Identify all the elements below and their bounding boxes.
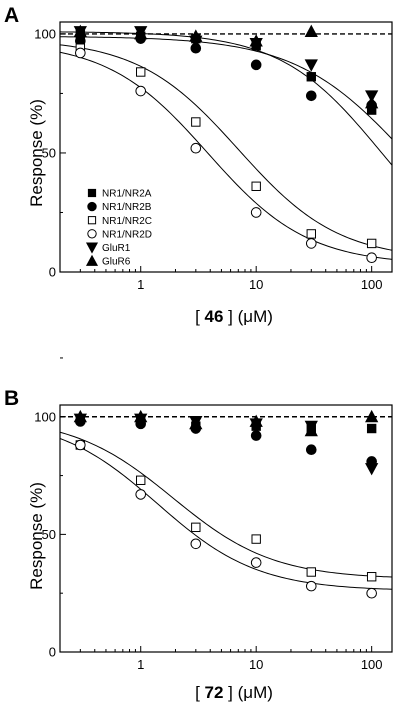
data-point-nr1-nr2a	[306, 72, 316, 82]
x-tick-label: 100	[361, 657, 383, 672]
data-point-nr1-nr2c	[366, 238, 377, 249]
panel-b-plot: 0 50 100 1 10 100	[34, 357, 393, 672]
data-point-nr1-nr2d	[135, 85, 147, 97]
panel-a: A Response (%) [ 46 ] (μM) 0 50 100 1 10 100 N…	[4, 4, 393, 326]
data-point-nr1-nr2b	[305, 90, 317, 102]
data-point-nr1-nr2d	[250, 207, 262, 218]
data-point-nr1-nr2d	[135, 489, 147, 500]
legend-marker	[87, 201, 97, 212]
legend-marker	[85, 242, 99, 254]
legend-marker	[87, 216, 97, 225]
data-point-glur6	[304, 24, 318, 37]
x-title-compound: 46	[205, 307, 224, 326]
data-point-nr1-nr2d	[190, 142, 202, 154]
data-point-glur6	[134, 27, 148, 40]
panel-b-label: B	[4, 387, 19, 410]
legend-label: NR1/NR2C	[102, 216, 152, 227]
legend-label: NR1/NR2A	[102, 189, 152, 200]
data-point-glur6	[73, 24, 87, 37]
x-title-unit-open: ] (	[223, 307, 243, 326]
data-point-nr1-nr2c	[306, 567, 316, 577]
data-point-glur6	[249, 414, 263, 427]
fit-curve	[59, 51, 393, 260]
data-point-nr1-nr2c	[136, 475, 146, 485]
legend-label: NR1/NR2B	[102, 202, 152, 213]
legend-marker	[87, 229, 97, 239]
data-point-nr1-nr2d	[305, 238, 317, 249]
panel-b: B Response (%) [ 72 ] (μM) 0 50 100 1 10 100	[4, 357, 393, 702]
x-title-unit-open: ] (	[223, 683, 243, 702]
data-point-glur6	[304, 424, 318, 437]
data-point-nr1-nr2b	[250, 430, 262, 441]
y-tick-label: 50	[42, 527, 56, 542]
data-point-nr1-nr2c	[366, 572, 377, 582]
data-point-glur6	[73, 409, 87, 423]
fit-curve	[59, 44, 393, 251]
data-point-glur6	[134, 409, 148, 423]
x-title-compound: 72	[205, 683, 224, 702]
data-point-nr1-nr2b	[305, 444, 317, 455]
data-point-nr1-nr2c	[136, 67, 146, 77]
x-title-unit-close: M)	[253, 307, 273, 326]
panel-b-x-axis-title: [ 72 ] (μM)	[195, 683, 273, 702]
legend-label: GluR1	[102, 243, 131, 254]
data-point-nr1-nr2c	[191, 522, 201, 533]
legend-label: GluR6	[102, 257, 131, 268]
panel-a-y-axis-title: Response (%)	[27, 99, 46, 207]
data-point-nr1-nr2a	[366, 423, 377, 434]
data-point-nr1-nr2d	[305, 580, 317, 592]
plot-frame	[59, 404, 393, 653]
panel-b-y-axis-title: Response (%)	[27, 482, 46, 590]
x-title-open: [	[195, 683, 204, 702]
fit-curve	[59, 31, 393, 166]
data-point-nr1-nr2d	[190, 538, 202, 550]
x-title-unit-close: M)	[253, 683, 273, 702]
panel-a-plot: 0 50 100 1 10 100 NR1/NR2A NR1/NR2B NR1/NR2C NR1/…	[34, 21, 393, 292]
data-point-nr1-nr2d	[75, 47, 86, 59]
y-tick-label: 0	[49, 645, 56, 660]
x-tick-label: 1	[137, 277, 144, 292]
data-point-nr1-nr2d	[75, 439, 86, 451]
y-tick-label: 50	[42, 145, 56, 160]
data-point-nr1-nr2c	[251, 181, 261, 191]
data-point-nr1-nr2b	[250, 59, 262, 71]
panel-a-label: A	[4, 4, 19, 27]
x-title-micro: μ	[243, 683, 253, 702]
fit-curve	[59, 36, 393, 140]
data-point-nr1-nr2c	[191, 117, 201, 127]
x-title-open: [	[195, 307, 204, 326]
fit-curve	[59, 431, 393, 578]
data-point-glur1	[365, 463, 379, 476]
panel-a-x-axis-title: [ 46 ] (μM)	[195, 307, 273, 326]
x-tick-label: 100	[361, 277, 383, 292]
data-point-glur6	[249, 34, 263, 47]
x-tick-label: 10	[249, 277, 263, 292]
data-point-nr1-nr2c	[251, 534, 261, 544]
data-point-nr1-nr2c	[306, 229, 316, 239]
x-tick-label: 1	[137, 657, 144, 672]
y-tick-label: 0	[49, 265, 56, 280]
data-point-glur6	[365, 409, 379, 423]
data-point-nr1-nr2d	[366, 252, 377, 264]
x-title-micro: μ	[243, 307, 253, 326]
data-point-glur6	[189, 416, 203, 430]
legend-marker	[85, 254, 99, 266]
data-point-glur1	[304, 59, 318, 72]
x-tick-label: 10	[249, 657, 263, 672]
data-point-glur6	[189, 29, 203, 42]
data-point-nr1-nr2d	[366, 587, 377, 599]
plot-frame	[59, 21, 393, 273]
data-point-nr1-nr2d	[250, 557, 262, 568]
data-point-glur6	[365, 96, 379, 109]
y-tick-label: 100	[34, 26, 56, 41]
y-tick-label: 100	[34, 409, 56, 424]
legend-marker	[87, 188, 97, 198]
fit-curve	[59, 438, 393, 590]
legend-label: NR1/NR2D	[102, 229, 152, 240]
